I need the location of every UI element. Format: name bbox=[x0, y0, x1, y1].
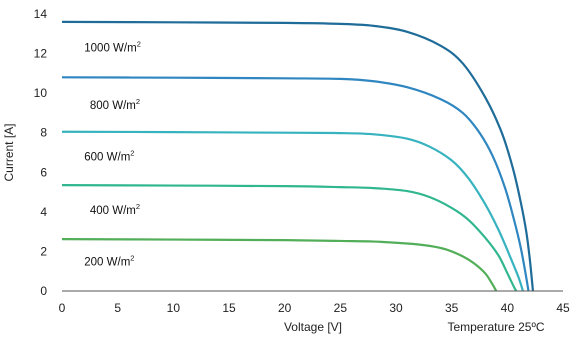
x-tick-label: 30 bbox=[389, 301, 403, 315]
series-line-3 bbox=[61, 184, 518, 292]
temperature-note: Temperature 25ºC bbox=[447, 320, 544, 334]
irradiance-label: 600 W/m2 bbox=[84, 148, 134, 163]
series-line-1 bbox=[61, 76, 530, 292]
x-tick-label: 5 bbox=[114, 301, 121, 315]
irradiance-label: 800 W/m2 bbox=[90, 97, 140, 112]
x-tick-label: 25 bbox=[334, 301, 348, 315]
y-tick-label: 10 bbox=[34, 86, 48, 100]
y-tick-label: 4 bbox=[40, 205, 47, 219]
x-tick-labels: 0 5 10 15 20 25 30 35 40 45 bbox=[59, 301, 570, 315]
y-tick-labels: 0 2 4 6 8 10 12 14 bbox=[34, 7, 48, 298]
series-lines bbox=[61, 20, 535, 292]
y-axis-label: Current [A] bbox=[2, 123, 16, 181]
x-tick-label: 45 bbox=[556, 301, 570, 315]
x-tick-label: 10 bbox=[167, 301, 181, 315]
y-tick-label: 2 bbox=[40, 244, 47, 258]
x-tick-label: 40 bbox=[501, 301, 515, 315]
irradiance-label: 1000 W/m2 bbox=[84, 40, 141, 55]
x-tick-label: 0 bbox=[59, 301, 66, 315]
y-tick-label: 6 bbox=[40, 165, 47, 179]
series-line-4 bbox=[61, 238, 498, 292]
x-tick-label: 20 bbox=[278, 301, 292, 315]
irradiance-annotations: 1000 W/m2 800 W/m2 600 W/m2 400 W/m2 200 W/m… bbox=[84, 40, 141, 269]
series-line-2 bbox=[61, 130, 524, 292]
x-tick-label: 35 bbox=[445, 301, 459, 315]
y-tick-label: 12 bbox=[34, 47, 48, 61]
series-line-0 bbox=[61, 20, 535, 292]
y-tick-label: 8 bbox=[40, 126, 47, 140]
x-axis-label: Voltage [V] bbox=[284, 320, 342, 334]
y-tick-label: 0 bbox=[40, 284, 47, 298]
irradiance-label: 400 W/m2 bbox=[90, 202, 140, 217]
y-tick-label: 14 bbox=[34, 7, 48, 21]
x-tick-label: 15 bbox=[222, 301, 236, 315]
irradiance-label: 200 W/m2 bbox=[84, 253, 134, 268]
